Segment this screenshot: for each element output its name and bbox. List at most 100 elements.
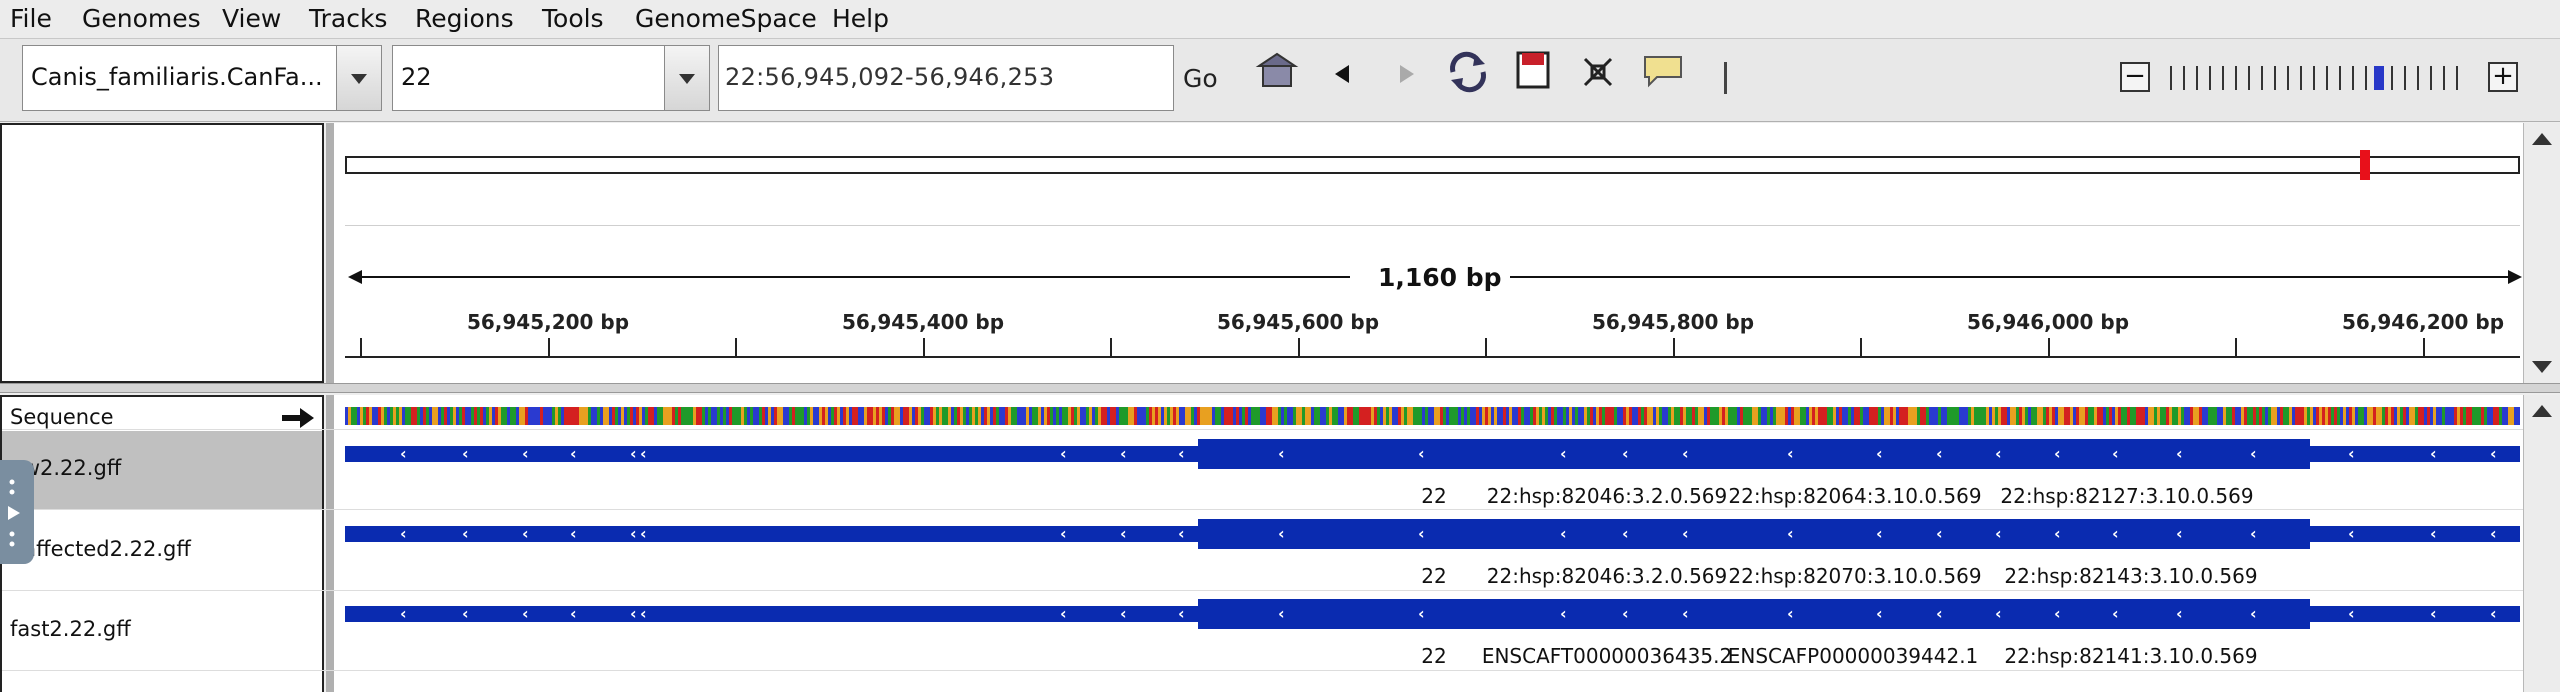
sequence-base [1719,407,1722,425]
menu-genomespace[interactable]: GenomeSpace [635,4,817,33]
upper-scrollbar[interactable] [2523,123,2560,383]
zoom-tick[interactable] [2443,66,2445,90]
ruler-tick [1485,338,1487,356]
zoom-tick[interactable] [2196,66,2198,90]
zoom-tick[interactable] [2391,66,2393,90]
side-panel-handle[interactable] [0,460,34,564]
locus-input[interactable]: 22:56,945,092-56,946,253 [718,45,1174,111]
chevron-down-icon[interactable] [336,46,381,110]
sequence-base [1272,407,1275,425]
refresh-icon[interactable] [1443,50,1493,106]
menu-genomes[interactable]: Genomes [82,4,201,33]
zoom-tick[interactable] [2352,66,2354,90]
sequence-base [648,407,651,425]
sequence-base [2130,407,2133,425]
lower-scrollbar[interactable] [2523,395,2560,692]
zoom-tick[interactable] [2300,66,2302,90]
menu-help[interactable]: Help [832,4,889,33]
zoom-tick[interactable] [2313,66,2315,90]
zoom-tick[interactable] [2235,66,2237,90]
panel-divider[interactable] [326,123,334,383]
scroll-up-icon[interactable] [2532,133,2552,145]
menu-regions[interactable]: Regions [415,4,514,33]
zoom-tick[interactable] [2261,66,2263,90]
feature-exon[interactable] [1198,439,2310,469]
zoom-tick[interactable] [2417,66,2419,90]
zoom-out-button[interactable]: − [2120,62,2150,92]
sequence-base [1905,407,1908,425]
sequence-base [2124,407,2127,425]
sequence-base [1455,407,1458,425]
menu-tools[interactable]: Tools [542,4,604,33]
sequence-base [1815,407,1818,425]
zoom-tick[interactable] [2339,66,2341,90]
fit-window-icon[interactable] [1573,50,1623,106]
track-name[interactable]: naffected2.22.gff [10,537,191,561]
panel-divider[interactable] [326,395,334,692]
zoom-tick[interactable] [2248,66,2250,90]
sequence-base [567,407,570,425]
go-button[interactable]: Go [1183,64,1218,93]
zoom-tick[interactable] [2170,66,2172,90]
sequence-base [1860,407,1863,425]
chromosome-ideogram[interactable] [345,156,2520,174]
sequence-base [813,407,816,425]
zoom-current-marker[interactable] [2374,66,2384,90]
sequence-track[interactable] [345,407,2520,425]
sequence-base [1227,407,1230,425]
sequence-base [840,407,843,425]
zoom-tick[interactable] [2326,66,2328,90]
zoom-tick[interactable] [2183,66,2185,90]
sequence-base [363,407,366,425]
zoom-tick[interactable] [2365,66,2367,90]
genome-dropdown[interactable]: Canis_familiaris.CanFa... [22,45,382,111]
sequence-base [528,407,531,425]
sequence-base [1500,407,1503,425]
chromosome-dropdown[interactable]: 22 [392,45,710,111]
panel-splitter[interactable] [0,383,2560,393]
sequence-base [966,407,969,425]
sequence-base [1146,407,1149,425]
region-of-interest-icon[interactable] [1508,50,1558,106]
menu-view[interactable]: View [222,4,282,33]
sequence-base [1116,407,1119,425]
ruler-tick-label: 56,946,000 bp [1966,310,2130,334]
zoom-tick[interactable] [2287,66,2289,90]
home-icon[interactable] [1252,50,1302,106]
track-name-sequence[interactable]: Sequence [10,405,114,429]
chevron-down-icon[interactable] [664,46,709,110]
sequence-base [489,407,492,425]
strand-chevron: ‹ [2348,524,2355,543]
sequence-base [1356,407,1359,425]
scroll-up-icon[interactable] [2532,405,2552,417]
zoom-tick[interactable] [2274,66,2276,90]
sequence-base [2328,407,2331,425]
sequence-base [819,407,822,425]
feature-exon[interactable] [1198,519,2310,549]
strand-chevron: ‹ [1876,604,1883,623]
sequence-base [1374,407,1377,425]
zoom-tick[interactable] [2209,66,2211,90]
sequence-base [915,407,918,425]
scroll-down-icon[interactable] [2532,361,2552,373]
sequence-base [2211,407,2214,425]
feature-exon[interactable] [1198,599,2310,629]
zoom-in-button[interactable]: + [2488,62,2518,92]
zoom-tick[interactable] [2222,66,2224,90]
back-arrow-icon[interactable] [1317,50,1367,106]
zoom-tick[interactable] [2430,66,2432,90]
zoom-tick[interactable] [2404,66,2406,90]
track-name[interactable]: fast2.22.gff [10,617,131,641]
menu-tracks[interactable]: Tracks [309,4,388,33]
zoom-tick[interactable] [2456,66,2458,90]
sequence-base [1848,407,1851,425]
strand-arrow-icon[interactable] [282,408,314,432]
sequence-base [540,407,543,425]
sequence-base [825,407,828,425]
sequence-base [2034,407,2037,425]
popup-text-icon[interactable] [1638,50,1688,106]
sequence-base [2265,407,2268,425]
sequence-base [1365,407,1368,425]
forward-arrow-icon[interactable] [1382,50,1432,106]
menu-file[interactable]: File [10,4,52,33]
